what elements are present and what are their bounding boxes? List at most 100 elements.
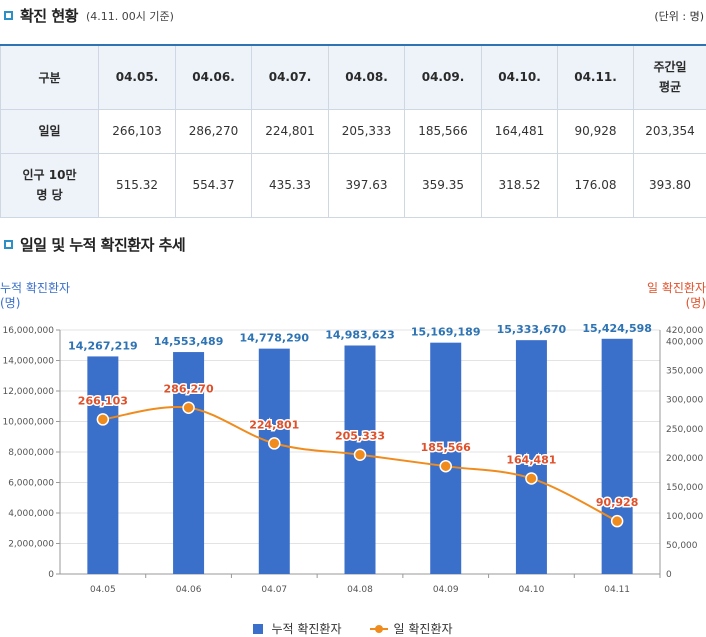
section-header-trend: 일일 및 누적 확진환자 추세 [4, 234, 186, 255]
table-cell: 286,270 [175, 108, 252, 154]
x-tick-label: 04.09 [433, 585, 459, 595]
line-value-label: 185,566 [421, 441, 471, 454]
line-point [353, 448, 367, 461]
table-cell: 203,354 [633, 108, 706, 154]
x-tick-label: 04.06 [176, 585, 202, 595]
table-row-per-100k: 인구 10만 명 당 515.32 554.37 435.33 397.63 3… [0, 152, 706, 218]
right-tick-label: 0 [666, 570, 672, 580]
line-value-label: 205,333 [335, 430, 385, 443]
table-cell: 435.33 [251, 152, 329, 218]
legend-bar-swatch [253, 623, 264, 634]
legend-item-daily: 일 확진환자 [369, 620, 453, 637]
header-cell: 04.10. [481, 44, 558, 110]
header-cell: 04.08. [328, 44, 405, 110]
table-cell: 318.52 [481, 152, 558, 218]
bar-cumulative [258, 348, 290, 574]
right-tick-label: 200,000 [666, 454, 703, 464]
left-tick-label: 14,000,000 [2, 357, 54, 367]
bar-value-label: 15,169,189 [411, 326, 481, 339]
left-tick-label: 4,000,000 [8, 509, 54, 519]
right-axis-unit: (명) [686, 296, 706, 310]
table-cell: 554.37 [175, 152, 252, 218]
bar-cumulative [601, 338, 633, 574]
bar-value-label: 14,983,623 [325, 328, 395, 341]
table-cell: 176.08 [557, 152, 634, 218]
legend-line-swatch [369, 624, 388, 634]
left-axis-unit: (명) [0, 296, 20, 310]
section-title: 일일 및 누적 확진환자 추세 [20, 236, 186, 254]
bar-cumulative [430, 342, 462, 574]
right-axis-title: 일 확진환자 [647, 281, 706, 295]
chart-legend: 누적 확진환자 일 확진환자 [0, 620, 706, 637]
legend-item-cumulative: 누적 확진환자 [253, 620, 342, 637]
unit-label: (단위 : 명) [654, 10, 704, 23]
right-tick-label: 250,000 [666, 425, 703, 435]
square-bullet-icon [4, 240, 13, 249]
table-cell: 359.35 [404, 152, 482, 218]
status-table: 구분 04.05. 04.06. 04.07. 04.08. 04.09. 04… [0, 44, 706, 218]
table-row-daily: 일일 266,103 286,270 224,801 205,333 185,5… [0, 108, 706, 154]
bar-value-label: 15,333,670 [497, 323, 567, 336]
table-cell: 393.80 [633, 152, 706, 218]
legend-label: 일 확진환자 [393, 622, 453, 636]
x-tick-label: 04.10 [519, 585, 545, 595]
header-cell: 04.07. [251, 44, 329, 110]
table-header-row: 구분 04.05. 04.06. 04.07. 04.08. 04.09. 04… [0, 44, 706, 110]
table-cell: 224,801 [251, 108, 329, 154]
legend-label: 누적 확진환자 [271, 622, 342, 636]
table-cell: 266,103 [98, 108, 176, 154]
bar-cumulative [515, 340, 547, 574]
bar-cumulative [173, 352, 205, 574]
left-axis-title: 누적 확진환자 [0, 281, 70, 295]
line-value-label: 286,270 [164, 383, 214, 396]
left-tick-label: 16,000,000 [2, 326, 54, 336]
x-tick-label: 04.05 [90, 585, 116, 595]
header-line: 평균 [658, 80, 682, 95]
line-value-label: 224,801 [249, 418, 299, 431]
bar-value-label: 14,553,489 [154, 335, 224, 348]
header-cell: 04.05. [98, 44, 176, 110]
table-cell: 515.32 [98, 152, 176, 218]
square-bullet-icon [4, 11, 13, 20]
line-point [525, 472, 538, 485]
table-cell: 90,928 [557, 108, 634, 154]
line-point [268, 437, 281, 450]
line-point [96, 413, 110, 426]
line-point [439, 459, 452, 473]
trend-chart: 누적 확진환자(명)일 확진환자(명)16,000,00014,000,0001… [0, 281, 706, 595]
bar-value-label: 14,778,290 [239, 332, 309, 345]
right-tick-label: 400,000 [666, 338, 703, 348]
header-line: 주간일 [653, 60, 687, 75]
line-value-label: 164,481 [506, 453, 556, 466]
table-cell: 205,333 [328, 108, 405, 154]
section-subtitle: (4.11. 00시 기준) [85, 9, 174, 23]
left-tick-label: 8,000,000 [8, 448, 54, 458]
right-tick-label: 350,000 [666, 367, 703, 377]
right-tick-label: 150,000 [666, 483, 703, 493]
line-point [182, 401, 195, 414]
line-value-label: 266,103 [78, 394, 128, 407]
left-tick-label: 6,000,000 [8, 479, 54, 489]
row-label: 일일 [0, 108, 99, 154]
row-label-line: 인구 10만 [22, 168, 77, 182]
x-tick-label: 04.11 [604, 585, 630, 595]
bar-value-label: 15,424,598 [582, 322, 652, 335]
section-header-status: 확진 현황 (4.11. 00시 기준) [4, 5, 174, 26]
line-point [610, 514, 624, 528]
table-cell: 164,481 [481, 108, 558, 154]
bar-cumulative [87, 356, 119, 574]
header-cell: 구분 [0, 44, 99, 110]
header-cell-weekly-average: 주간일 평균 [633, 44, 706, 110]
header-cell: 04.11. [557, 44, 634, 110]
right-tick-label: 50,000 [666, 541, 698, 551]
bar-value-label: 14,267,219 [68, 339, 138, 352]
header-cell: 04.06. [175, 44, 252, 110]
table-cell: 397.63 [328, 152, 405, 218]
right-tick-label: 300,000 [666, 396, 703, 406]
row-label-line: 명 당 [36, 188, 63, 202]
right-tick-label: 420,000 [666, 326, 703, 336]
left-tick-label: 2,000,000 [8, 540, 54, 550]
left-tick-label: 0 [48, 570, 54, 580]
row-label: 인구 10만 명 당 [0, 152, 99, 218]
section-title: 확진 현황 [20, 7, 78, 25]
